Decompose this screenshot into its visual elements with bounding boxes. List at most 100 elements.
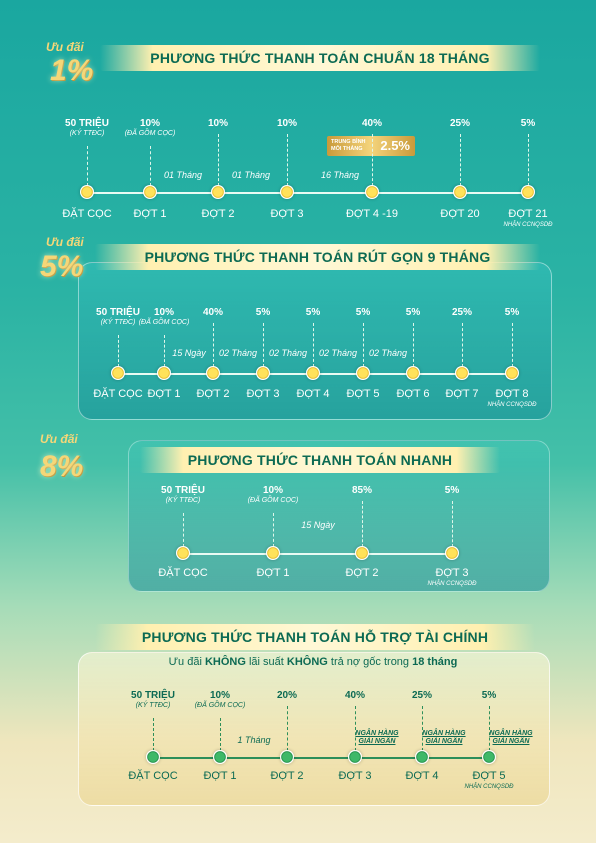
step-value: 5% <box>255 307 271 318</box>
step-dot <box>143 185 157 199</box>
step-connector <box>287 706 288 751</box>
step-connector <box>273 513 274 547</box>
step-dot <box>211 185 225 199</box>
step-value: 5% <box>520 118 536 129</box>
tagline-part-f: 18 tháng <box>412 656 458 668</box>
step-value: 5% <box>504 307 520 318</box>
step-connector <box>164 335 165 367</box>
financial-support-tagline: Ưu đãi KHÔNG lãi suất KHÔNG trả nợ gốc t… <box>120 656 506 668</box>
step-label: ĐỢT 7 <box>445 388 479 400</box>
step-label: ĐẶT CỌC <box>158 567 208 579</box>
step-label: ĐỢT 3 <box>338 770 372 782</box>
step-dot <box>505 366 519 380</box>
step-connector <box>363 323 364 367</box>
step-connector <box>489 706 490 751</box>
step-dot <box>365 185 379 199</box>
step-value: 50 TRIỆU <box>161 485 205 496</box>
step-connector <box>512 323 513 367</box>
bank-disbursement-note: NGÂN HÀNG GIẢI NGÂN <box>355 730 398 746</box>
step-value: 5% <box>405 307 421 318</box>
tagline-part-d: KHÔNG <box>286 656 328 668</box>
tagline-part-b: KHÔNG <box>204 656 246 668</box>
step-dot <box>453 185 467 199</box>
step-dot <box>348 750 362 764</box>
step-note: NHẬN CCNQSDĐ <box>503 222 553 228</box>
duration-label: 01 Tháng <box>163 170 203 180</box>
timeline-line-1 <box>87 192 528 194</box>
step-note: NHẬN CCNQSDĐ <box>464 784 514 790</box>
step-connector <box>87 146 88 186</box>
step-value: 85% <box>351 485 373 496</box>
step-dot <box>445 546 459 560</box>
step-label: ĐỢT 1 <box>203 770 237 782</box>
step-label: ĐỢT 21 <box>508 208 548 220</box>
step-value: 10% <box>262 485 284 496</box>
step-dot <box>355 546 369 560</box>
step-label: ĐẶT CỌC <box>128 770 178 782</box>
duration-label: 16 Tháng <box>320 170 360 180</box>
step-connector <box>118 335 119 367</box>
avg-value: 2.5% <box>380 138 410 153</box>
step-label: ĐỢT 5 <box>472 770 506 782</box>
duration-label: 02 Tháng <box>268 348 308 358</box>
duration-label: 02 Tháng <box>318 348 358 358</box>
step-connector <box>183 513 184 547</box>
bank-disbursement-note: NGÂN HÀNG GIẢI NGÂN <box>422 730 465 746</box>
timeline-line-4 <box>153 757 489 759</box>
step-value: 5% <box>355 307 371 318</box>
step-value: 50 TRIỆU <box>96 307 140 318</box>
uudai-label-2: Ưu đãi <box>46 235 84 249</box>
step-value: 20% <box>276 690 298 701</box>
bank-line1: NGÂN HÀNG <box>355 730 399 737</box>
step-value: 25% <box>449 118 471 129</box>
step-connector <box>313 323 314 367</box>
step-value: 25% <box>451 307 473 318</box>
step-subtext: (KÝ TTĐC) <box>100 319 136 326</box>
discount-percent-1: 1% <box>50 54 94 87</box>
step-value: 40% <box>202 307 224 318</box>
duration-label: 15 Ngày <box>172 348 206 358</box>
step-value: 40% <box>344 690 366 701</box>
step-label: ĐỢT 1 <box>133 208 167 220</box>
step-dot <box>406 366 420 380</box>
step-dot <box>80 185 94 199</box>
step-connector <box>263 323 264 367</box>
bank-line2: GIẢI NGÂN <box>425 738 463 745</box>
bank-disbursement-note: NGÂN HÀNG GIẢI NGÂN <box>489 730 532 746</box>
step-dot <box>280 750 294 764</box>
step-dot <box>157 366 171 380</box>
step-dot <box>206 366 220 380</box>
section-title-1: PHƯƠNG THỨC THANH TOÁN CHUẨN 18 THÁNG <box>100 45 540 71</box>
step-connector <box>413 323 414 367</box>
section-title-4: PHƯƠNG THỨC THANH TOÁN HỖ TRỢ TÀI CHÍNH <box>95 624 535 650</box>
step-label: ĐỢT 5 <box>346 388 380 400</box>
step-connector <box>362 501 363 547</box>
discount-percent-3: 8% <box>40 450 84 483</box>
step-subtext: (ĐÃ GỒM CỌC) <box>194 702 246 709</box>
step-label: ĐẶT CỌC <box>93 388 143 400</box>
step-label: ĐỢT 2 <box>270 770 304 782</box>
step-value: 10% <box>139 118 161 129</box>
step-dot <box>266 546 280 560</box>
step-value: 50 TRIỆU <box>131 690 175 701</box>
step-label: ĐỢT 3 <box>246 388 280 400</box>
section-title-2: PHƯƠNG THỨC THANH TOÁN RÚT GỌN 9 THÁNG <box>95 244 540 270</box>
uudai-label-3: Ưu đãi <box>40 432 78 446</box>
step-connector <box>372 134 373 186</box>
duration-label: 15 Ngày <box>301 520 335 530</box>
step-label: ĐỢT 1 <box>256 567 290 579</box>
step-dot <box>146 750 160 764</box>
step-connector <box>287 134 288 186</box>
duration-label: 1 Tháng <box>237 735 271 745</box>
avg-label-line2: MỖI THÁNG <box>331 146 363 152</box>
step-dot <box>521 185 535 199</box>
step-connector <box>213 323 214 367</box>
step-dot <box>306 366 320 380</box>
duration-label: 01 Tháng <box>231 170 271 180</box>
step-connector <box>422 706 423 751</box>
step-label: ĐỢT 2 <box>196 388 230 400</box>
step-subtext: (KÝ TTĐC) <box>165 497 201 504</box>
step-connector <box>460 134 461 186</box>
tagline-part-a: Ưu đãi <box>168 656 205 668</box>
average-monthly-badge: TRUNG BÌNH MỖI THÁNG 2.5% <box>327 136 415 156</box>
